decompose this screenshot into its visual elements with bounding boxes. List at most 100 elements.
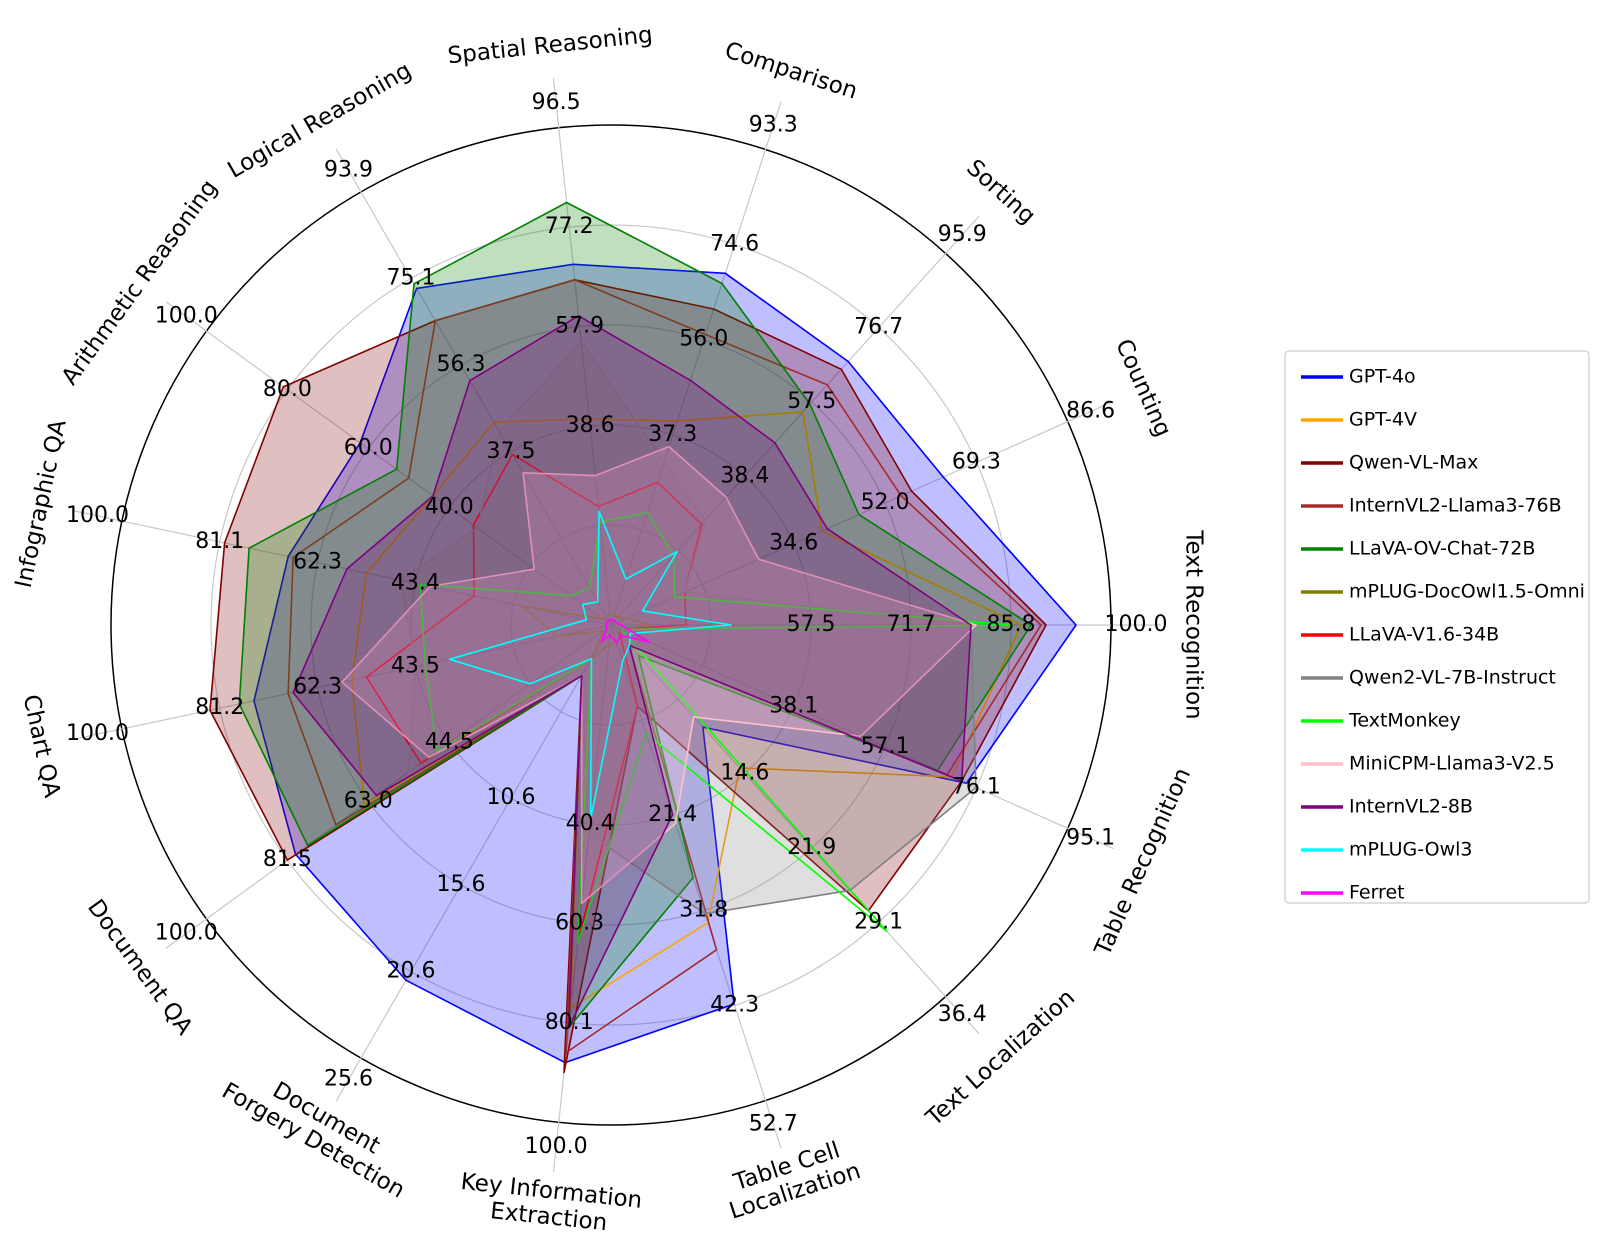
series-polygon-minicpm-llama3-v2-5	[341, 445, 977, 905]
tick-label: 81.5	[263, 847, 312, 872]
tick-label: 38.4	[720, 463, 769, 488]
tick-label: 100.0	[155, 303, 218, 328]
axis-spoke	[165, 301, 612, 626]
tick-label: 40.4	[566, 811, 615, 836]
axis-label-0: Text Recognition	[1181, 529, 1207, 719]
tick-label: 62.3	[293, 550, 342, 575]
tick-label: 37.3	[648, 422, 697, 447]
tick-label: 43.5	[391, 654, 440, 679]
tick-label: 60.3	[555, 910, 604, 935]
tick-label: 25.6	[324, 1067, 373, 1092]
axis-label-14: Table Recognition	[1089, 764, 1195, 960]
axis-spoke	[552, 77, 612, 626]
tick-label: 76.7	[854, 315, 903, 340]
tick-label: 56.3	[437, 352, 486, 377]
tick-label: 21.4	[648, 802, 697, 827]
legend-entry: LLaVA-OV-Chat-72B	[1349, 538, 1535, 560]
legend-entry: GPT-4V	[1349, 409, 1417, 431]
axis-spoke	[165, 624, 612, 949]
axis-spoke	[72, 510, 612, 626]
legend-entry: LLaVA-V1.6-34B	[1349, 624, 1499, 646]
tick-label: 52.0	[861, 490, 910, 515]
tick-label: 93.9	[324, 157, 373, 182]
tick-label: 57.5	[787, 612, 836, 637]
tick-label: 52.7	[749, 1111, 798, 1136]
series-polygon-internvl2-8b	[292, 314, 972, 1029]
axis-spoke	[335, 624, 612, 1102]
tick-label: 40.0	[425, 494, 474, 519]
axis-spoke	[335, 148, 612, 626]
legend-entry: Ferret	[1349, 882, 1405, 904]
tick-label: 80.0	[263, 377, 312, 402]
axis-spoke	[610, 400, 1114, 626]
tick-label: 96.5	[532, 90, 581, 115]
tick-label: 44.5	[425, 730, 474, 755]
legend-entry: mPLUG-Owl3	[1349, 839, 1472, 861]
axis-label-2: Sorting	[962, 154, 1041, 229]
tick-label: 62.3	[293, 674, 342, 699]
tick-label: 77.2	[545, 214, 594, 239]
axis-spoke	[610, 101, 782, 626]
tick-label: 100.0	[66, 503, 129, 528]
axis-label-3: Comparison	[722, 37, 861, 104]
tick-label: 31.8	[679, 897, 728, 922]
axis-spoke	[610, 624, 1114, 850]
legend-entry: Qwen-VL-Max	[1349, 452, 1478, 474]
axis-label-12: Table CellLocalization	[718, 1133, 864, 1225]
tick-label: 56.0	[679, 327, 728, 352]
axis-spoke	[610, 624, 980, 1035]
tick-label: 81.2	[195, 695, 244, 720]
tick-label: 75.1	[387, 266, 436, 291]
tick-label: 15.6	[437, 872, 486, 897]
series-polygon-textmonkey	[419, 512, 1012, 945]
tick-label: 14.6	[720, 761, 769, 786]
tick-label: 95.1	[1066, 826, 1115, 851]
legend-entry: InternVL2-8B	[1349, 796, 1473, 818]
axis-label-4: Spatial Reasoning	[446, 22, 653, 69]
series-polygon-qwen2-vl-7b-instruct	[399, 340, 977, 915]
axis-label-8: Chart QA	[18, 692, 65, 800]
tick-label: 42.3	[710, 992, 759, 1017]
legend-entry: Qwen2-VL-7B-Instruct	[1349, 667, 1556, 689]
tick-label: 85.8	[987, 612, 1036, 637]
legend: GPT-4o GPT-4V Qwen-VL-Max InternVL2-Llama3-…	[1284, 350, 1590, 904]
tick-label: 80.1	[545, 1010, 594, 1035]
series-polygon-ferret	[600, 618, 651, 644]
legend-entry: TextMonkey	[1348, 710, 1461, 732]
tick-label: 43.4	[391, 570, 440, 595]
tick-label: 63.0	[344, 788, 393, 813]
tick-label: 100.0	[1105, 612, 1168, 637]
tick-label: 69.3	[952, 449, 1001, 474]
tick-label: 57.5	[787, 389, 836, 414]
axis-label-9: Document QA	[83, 895, 198, 1040]
tick-label: 100.0	[155, 921, 218, 946]
legend-entry: MiniCPM-Llama3-V2.5	[1349, 753, 1555, 775]
axis-label-5: Logical Reasoning	[223, 57, 416, 183]
radar-series	[209, 201, 1077, 1074]
tick-label: 21.9	[787, 835, 836, 860]
legend-entry: InternVL2-Llama3-76B	[1349, 495, 1562, 517]
tick-label: 57.9	[555, 314, 604, 339]
tick-label: 10.6	[487, 785, 536, 810]
axis-label-6: Arithmetic Reasoning	[56, 175, 222, 390]
tick-label: 86.6	[1066, 398, 1115, 423]
series-polygon-llava-v1-6-34b	[365, 453, 703, 945]
tick-label: 38.1	[769, 693, 818, 718]
tick-label: 38.6	[566, 413, 615, 438]
tick-label: 20.6	[387, 958, 436, 983]
tick-label: 57.1	[861, 734, 910, 759]
series-polygon-mplug-owl3	[448, 510, 732, 820]
tick-label: 71.7	[887, 612, 936, 637]
legend-box	[1284, 350, 1590, 904]
axis-label-7: Infographic QA	[10, 417, 71, 590]
tick-label: 34.6	[769, 531, 818, 556]
tick-label: 74.6	[710, 232, 759, 257]
tick-label: 100.0	[66, 721, 129, 746]
radar-tick-labels: 57.5 71.7 85.8 100.0 34.6 52.0 69.3 86.6 38.4 57.…	[66, 90, 1168, 1159]
tick-label: 95.9	[938, 222, 987, 247]
legend-entry: mPLUG-DocOwl1.5-Omni	[1349, 581, 1585, 603]
tick-label: 81.1	[195, 529, 244, 554]
legend-entry: GPT-4o	[1349, 366, 1416, 388]
tick-label: 93.3	[749, 113, 798, 138]
